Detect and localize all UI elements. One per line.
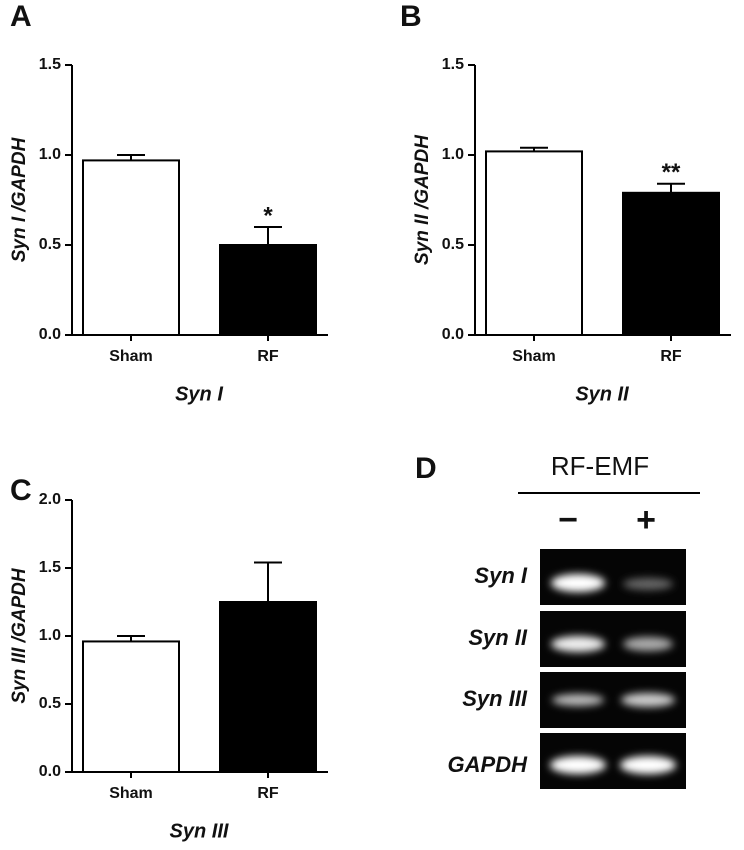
- x-tick-label: RF: [660, 348, 682, 365]
- y-tick-label: 0.5: [39, 695, 61, 712]
- y-tick-label: 0.0: [39, 326, 61, 343]
- y-tick-label: 0.0: [442, 326, 464, 343]
- gel-lane-label: +: [636, 501, 656, 539]
- significance-label: *: [263, 202, 273, 229]
- gel-band: [623, 578, 673, 590]
- y-tick-label: 2.0: [39, 491, 61, 508]
- panel-label: B: [400, 0, 422, 33]
- y-tick-label: 1.0: [39, 146, 61, 163]
- gel-row-label: Syn III: [462, 686, 528, 711]
- y-tick-label: 0.0: [39, 763, 61, 780]
- y-axis-label: Syn I /GAPDH: [9, 136, 30, 262]
- y-axis-label: Syn II /GAPDH: [412, 134, 433, 265]
- gel-lane-label: −: [558, 501, 578, 539]
- bar: [82, 640, 180, 773]
- gel-row-label: Syn I: [474, 563, 527, 588]
- y-tick-label: 1.5: [39, 559, 61, 576]
- x-tick-label: RF: [257, 348, 279, 365]
- gel-band: [620, 756, 676, 774]
- panel-label-gel: D: [415, 452, 437, 485]
- x-axis-label: Syn III: [170, 820, 229, 842]
- bar: [219, 601, 317, 773]
- gel-image: [540, 549, 686, 789]
- gel-band: [623, 637, 673, 651]
- bar: [219, 244, 317, 336]
- panel-label: A: [10, 0, 32, 33]
- bar: [82, 159, 180, 336]
- bar: [485, 150, 583, 336]
- gel-row-label: GAPDH: [448, 752, 529, 777]
- gel-row-label: Syn II: [468, 625, 528, 650]
- bar: [622, 191, 720, 336]
- gel-band: [550, 756, 606, 774]
- y-axis-label: Syn III /GAPDH: [9, 567, 30, 703]
- panel-label: C: [10, 474, 32, 507]
- gel-header: RF-EMF: [551, 451, 649, 481]
- y-tick-label: 1.5: [442, 56, 464, 73]
- x-tick-label: Sham: [109, 348, 153, 365]
- x-tick-label: Sham: [512, 348, 556, 365]
- gel-band: [621, 693, 675, 707]
- x-tick-label: Sham: [109, 785, 153, 802]
- y-tick-label: 1.5: [39, 56, 61, 73]
- y-tick-label: 0.5: [442, 236, 464, 253]
- y-tick-label: 1.0: [442, 146, 464, 163]
- gel-band: [552, 694, 604, 706]
- x-tick-label: RF: [257, 785, 279, 802]
- y-tick-label: 0.5: [39, 236, 61, 253]
- gel-band: [551, 636, 605, 652]
- significance-label: **: [662, 159, 681, 186]
- x-axis-label: Syn II: [575, 383, 629, 405]
- x-axis-label: Syn I: [175, 383, 223, 405]
- y-tick-label: 1.0: [39, 627, 61, 644]
- gel-band: [551, 574, 605, 592]
